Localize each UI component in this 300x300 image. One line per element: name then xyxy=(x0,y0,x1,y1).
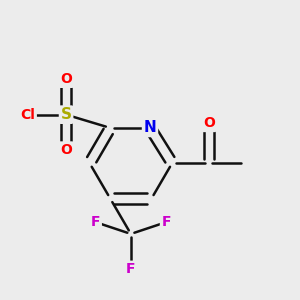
Text: O: O xyxy=(203,116,215,130)
Text: O: O xyxy=(60,72,72,86)
Text: F: F xyxy=(91,215,100,229)
Text: F: F xyxy=(161,215,171,229)
Text: Cl: Cl xyxy=(20,108,35,122)
Text: S: S xyxy=(61,107,72,122)
Text: F: F xyxy=(126,262,136,276)
Text: O: O xyxy=(60,143,72,157)
Text: N: N xyxy=(144,120,156,135)
